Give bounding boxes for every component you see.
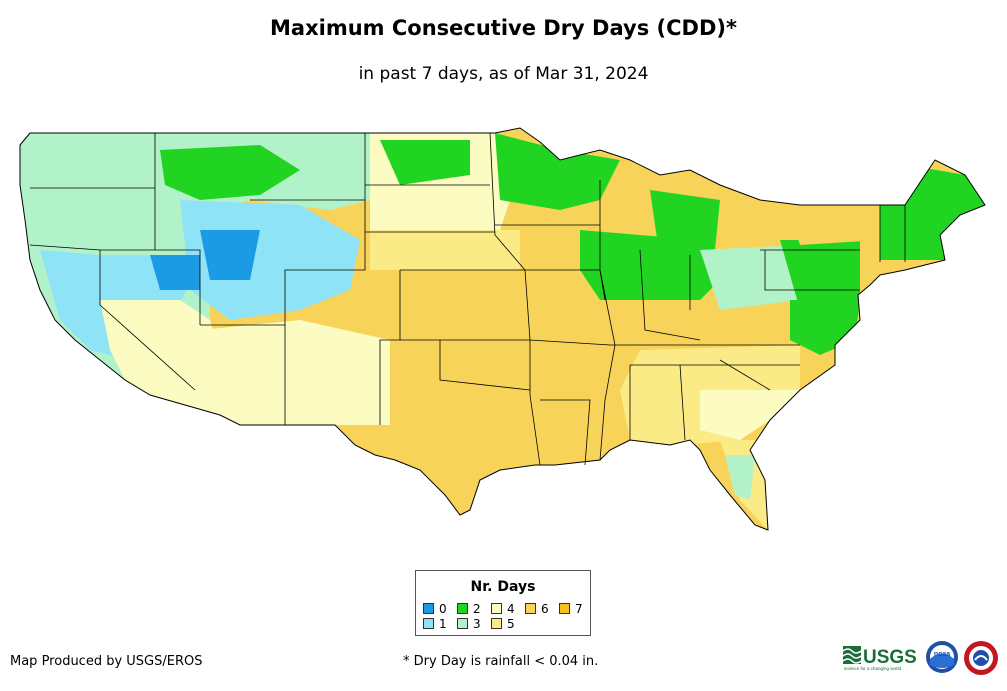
usgs-logo: USGS science for a changing world (843, 646, 917, 671)
legend-swatch-5 (491, 618, 502, 629)
region-montana-green (160, 145, 300, 200)
ga-sc-border (719, 359, 771, 391)
legend-label-6: 6 (541, 602, 549, 616)
map-title: Maximum Consecutive Dry Days (CDD)* (270, 16, 737, 40)
legend-swatch-2 (457, 603, 468, 614)
usgs-logo-text: USGS (863, 647, 917, 668)
region-pennsylvania (780, 240, 860, 310)
pa-south-border (764, 250, 860, 291)
state-boundaries (29, 132, 906, 466)
credit-text: Map Produced by USGS/EROS (10, 654, 203, 669)
noaa-logo-text: noaa (934, 651, 950, 658)
nws-logo (964, 641, 998, 675)
plains-east-border (489, 132, 541, 466)
region-wet-core (200, 230, 260, 280)
mo-ar-border (529, 339, 611, 346)
ca-nv-border (29, 244, 196, 391)
usgs-logo-tagline: science for a changing world (844, 666, 902, 671)
cdd-fill-layer (20, 128, 985, 530)
legend-swatch-6 (525, 603, 536, 614)
region-new-york (790, 205, 880, 245)
region-new-mexico-arizona (200, 320, 390, 425)
legend-swatch-3 (457, 618, 468, 629)
region-north-dakota-green (380, 140, 470, 185)
legend-swatch-7 (559, 603, 570, 614)
region-michigan (650, 190, 720, 260)
al-ga-border (679, 364, 686, 441)
region-florida-north (725, 455, 755, 500)
legend-swatch-1 (423, 618, 434, 629)
region-new-england (880, 160, 985, 260)
legend-label-7: 7 (575, 602, 583, 616)
ar-la-border (540, 399, 591, 466)
region-utah-wet (150, 255, 200, 290)
region-nebraska (370, 230, 520, 270)
legend: Nr. Days 0 1 2 3 4 5 6 7 (415, 570, 591, 636)
legend-label-3: 3 (473, 617, 481, 631)
region-carolinas-georgia (700, 390, 800, 440)
noaa-logo: noaa (926, 641, 958, 673)
legend-swatch-4 (491, 603, 502, 614)
nv-ut-border (100, 249, 201, 325)
legend-label-0: 0 (439, 602, 447, 616)
ok-tx-border (439, 340, 531, 391)
legend-label-5: 5 (507, 617, 515, 631)
wy-co-border (250, 199, 366, 325)
legend-label-4: 4 (507, 602, 515, 616)
co-ok-tx-border (379, 270, 401, 425)
legend-swatch-0 (423, 603, 434, 614)
legend-label-1: 1 (439, 617, 447, 631)
region-upper-midwest (495, 133, 620, 210)
legend-label-2: 2 (473, 602, 481, 616)
legend-title: Nr. Days (470, 579, 536, 595)
il-in-border (639, 249, 701, 341)
map-subtitle: in past 7 days, as of Mar 31, 2024 (358, 64, 649, 84)
footnote-text: * Dry Day is rainfall < 0.04 in. (403, 654, 599, 669)
